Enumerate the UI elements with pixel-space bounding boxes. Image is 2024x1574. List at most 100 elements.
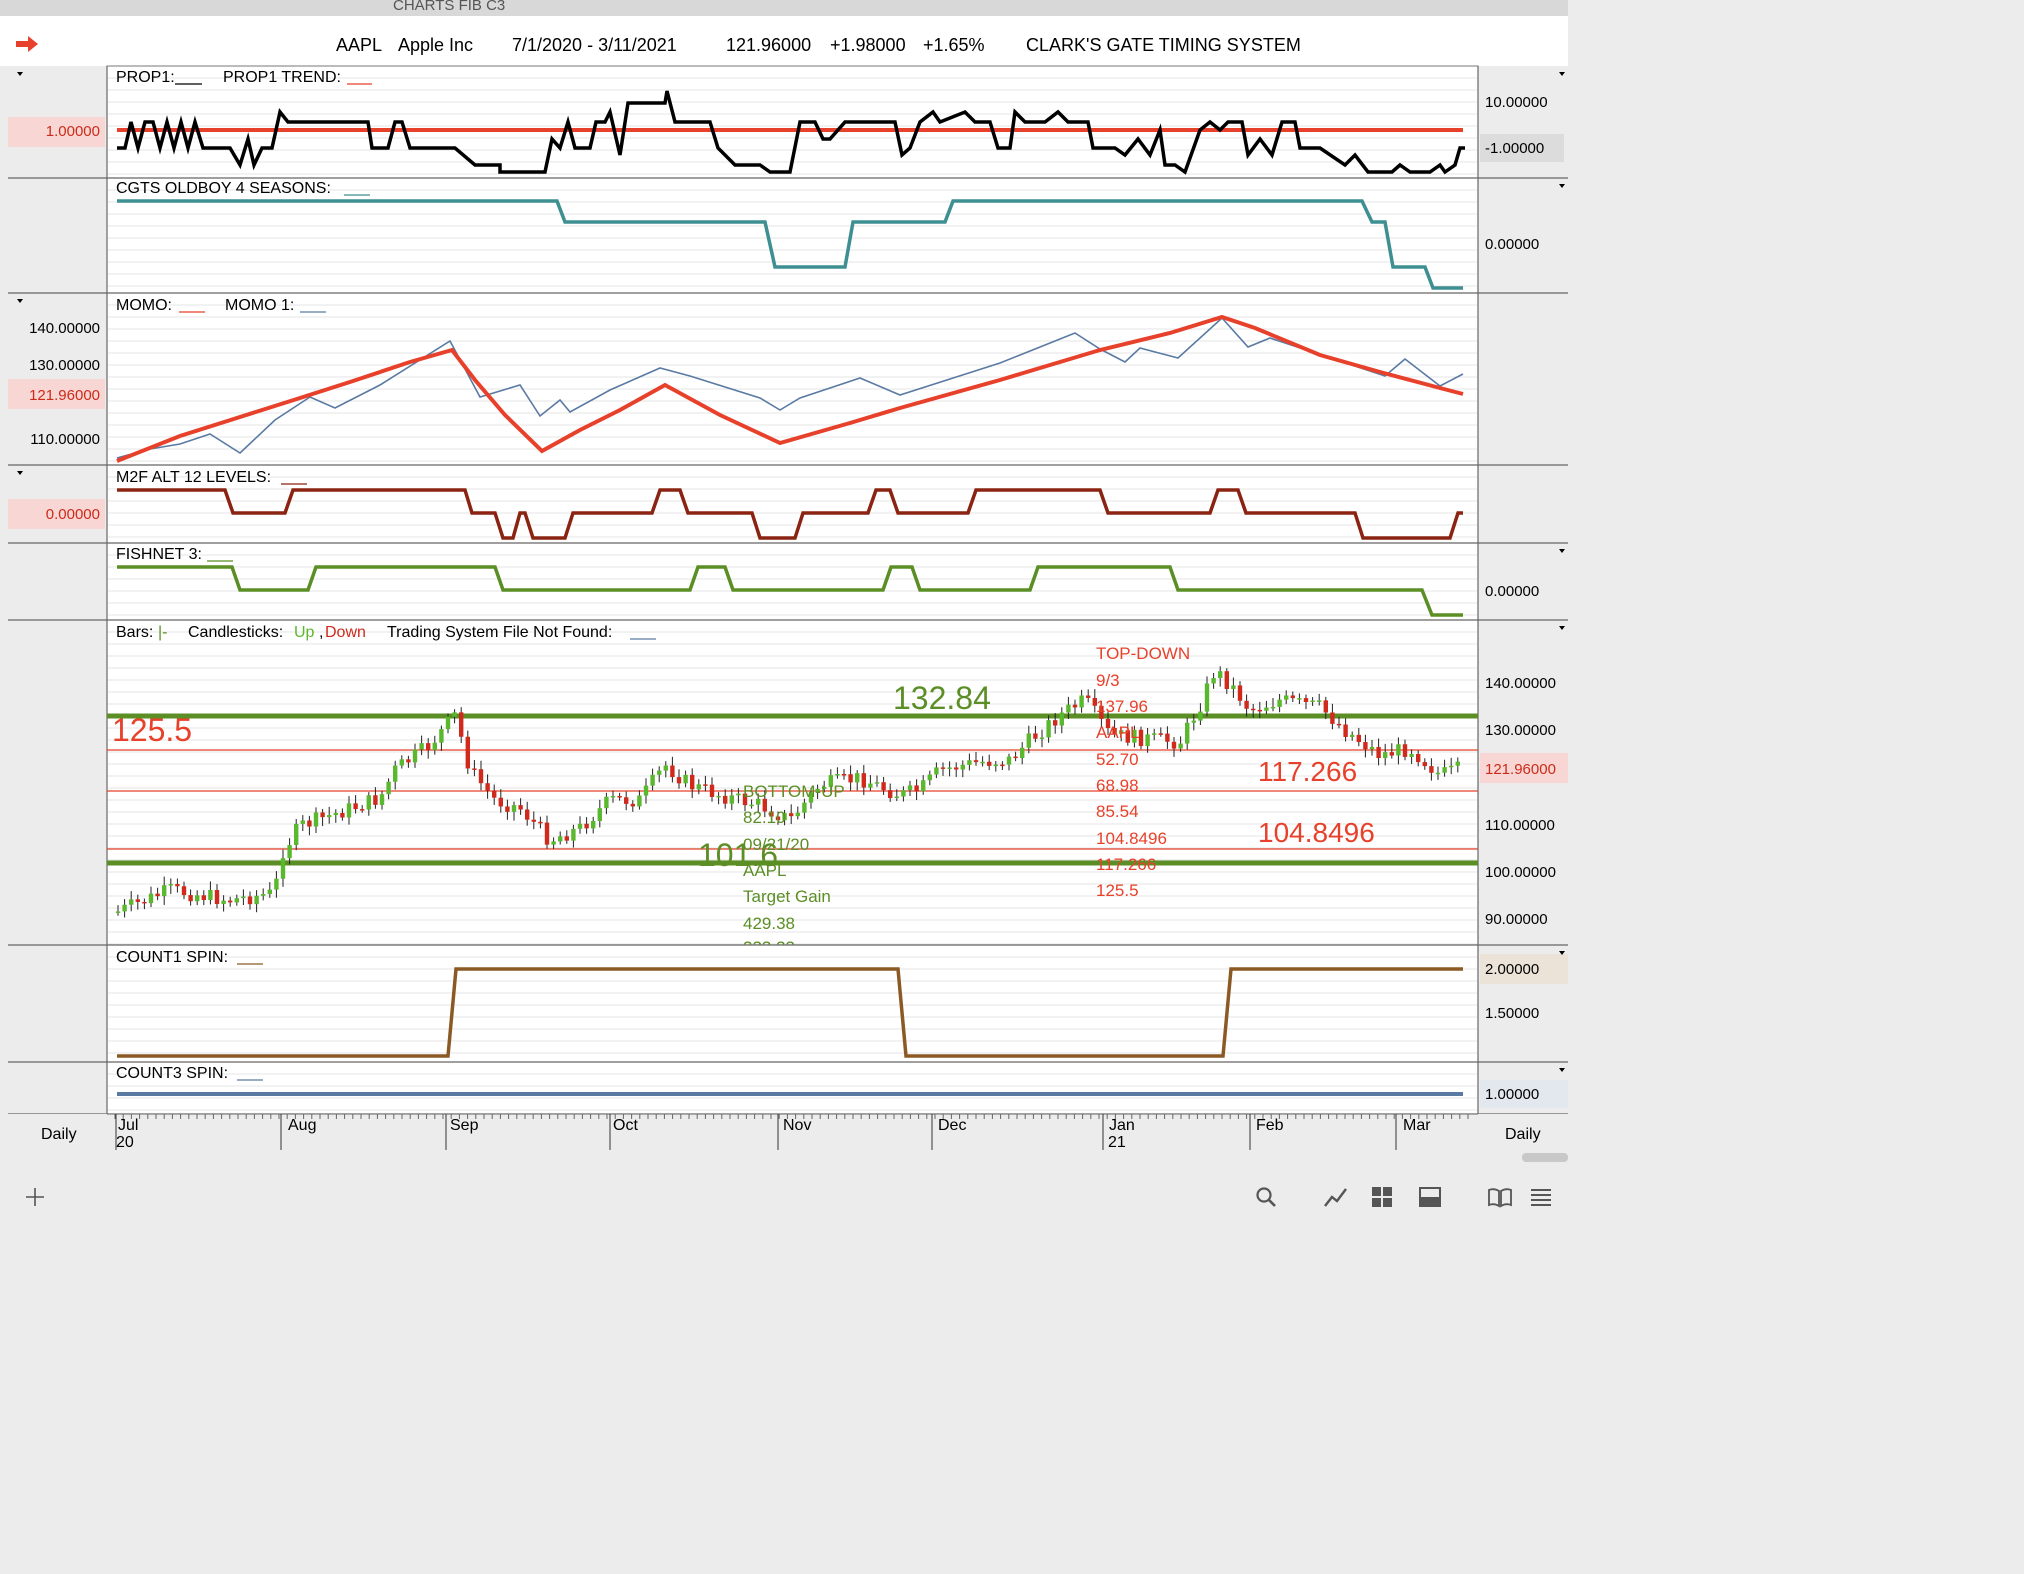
panel-menu-icon[interactable] bbox=[1559, 1068, 1565, 1072]
candle-body bbox=[373, 795, 378, 805]
candle-body bbox=[927, 774, 932, 781]
candle-body bbox=[175, 884, 180, 887]
candle-body bbox=[624, 797, 629, 804]
candle-body bbox=[782, 813, 787, 821]
candle-body bbox=[432, 742, 437, 751]
prop1-tick-10: 10.00000 bbox=[1485, 94, 1548, 111]
grid-icon[interactable] bbox=[1370, 1185, 1394, 1209]
candle-body bbox=[544, 822, 550, 845]
panel-menu-icon[interactable] bbox=[17, 299, 23, 303]
bars-label: Bars: bbox=[116, 624, 153, 641]
candle-body bbox=[247, 896, 253, 905]
candle-body bbox=[1237, 685, 1243, 701]
candle-body bbox=[610, 796, 616, 798]
panel-menu-icon[interactable] bbox=[1559, 184, 1565, 188]
candle-body bbox=[214, 890, 220, 904]
candle-body bbox=[980, 761, 985, 764]
price-right-value: 121.96000 bbox=[1485, 761, 1556, 778]
candle-body bbox=[399, 759, 404, 766]
level-label-101: 101.6 bbox=[698, 837, 778, 873]
candle-body bbox=[815, 788, 820, 793]
candle-body bbox=[657, 770, 662, 775]
candle-body bbox=[1376, 746, 1381, 759]
header-name: Apple Inc bbox=[398, 35, 474, 55]
panel-icon[interactable] bbox=[1418, 1185, 1442, 1209]
candle-body bbox=[505, 806, 510, 812]
candle-body bbox=[888, 790, 893, 799]
candle-body bbox=[234, 898, 239, 903]
line-chart-icon[interactable] bbox=[1323, 1185, 1349, 1209]
price-tick-140: 140.00000 bbox=[1485, 675, 1556, 692]
candle-body bbox=[1158, 733, 1163, 735]
candle-body bbox=[716, 795, 721, 798]
plus-icon[interactable] bbox=[24, 1186, 46, 1208]
panel-menu-icon[interactable] bbox=[1559, 951, 1565, 955]
candle-body bbox=[366, 795, 371, 810]
header-pct: +1.65% bbox=[923, 35, 985, 55]
bars-symbol: |- bbox=[158, 624, 167, 641]
right-period-label[interactable]: Daily bbox=[1505, 1126, 1541, 1143]
candle-body bbox=[327, 815, 332, 818]
candle-body bbox=[1323, 700, 1328, 713]
panel-menu-icon[interactable] bbox=[17, 72, 23, 76]
candle-body bbox=[1165, 733, 1170, 742]
candle-body bbox=[1303, 698, 1309, 702]
panel-menu-icon[interactable] bbox=[17, 471, 23, 475]
candle-body bbox=[551, 841, 556, 845]
panel-menu-icon[interactable] bbox=[1559, 626, 1565, 630]
momo-label: MOMO: bbox=[116, 297, 172, 314]
candle-body bbox=[1218, 671, 1223, 679]
candle-body bbox=[993, 764, 998, 767]
topdown-line-8: 117.266 bbox=[1096, 855, 1156, 874]
candle-body bbox=[1178, 743, 1183, 749]
candle-body bbox=[934, 767, 939, 775]
candle-body bbox=[353, 803, 358, 810]
candle-body bbox=[835, 774, 840, 776]
topdown-line-1: 9/3 bbox=[1096, 671, 1120, 690]
momo-line bbox=[116, 314, 1464, 463]
candle-body bbox=[1033, 733, 1038, 739]
candle-body bbox=[921, 780, 926, 792]
window-titlebar: CHARTS FIB C3 bbox=[0, 0, 1568, 16]
level-label-132: 132.84 bbox=[893, 680, 991, 716]
prop1-trend-label: PROP1 TREND: bbox=[223, 69, 341, 86]
count3-tick-1: 1.00000 bbox=[1485, 1086, 1539, 1103]
list-icon[interactable] bbox=[1529, 1185, 1553, 1209]
level-label-117: 117.266 bbox=[1258, 756, 1357, 787]
candle-body bbox=[1330, 712, 1335, 724]
chart-area[interactable]: PROP1: PROP1 TREND: 1.00000 10.00000 -1.… bbox=[0, 0, 1568, 1170]
search-icon[interactable] bbox=[1254, 1185, 1278, 1209]
candle-body bbox=[148, 893, 154, 904]
candle-body bbox=[729, 795, 734, 804]
candle-body bbox=[769, 811, 774, 817]
candle-body bbox=[1079, 695, 1084, 708]
arrow-right-icon[interactable] bbox=[14, 35, 40, 53]
candle-body bbox=[1396, 744, 1401, 756]
candle-body bbox=[643, 785, 649, 796]
header-change: +1.98000 bbox=[830, 35, 906, 55]
prop1-label: PROP1: bbox=[116, 69, 175, 86]
count1-label: COUNT1 SPIN: bbox=[116, 949, 228, 966]
candle-body bbox=[320, 812, 325, 818]
candle-body bbox=[1343, 724, 1348, 737]
candle-body bbox=[386, 781, 391, 795]
candle-body bbox=[1132, 729, 1137, 743]
candle-body bbox=[472, 768, 477, 770]
candle-up-label: Up bbox=[294, 624, 315, 641]
candle-body bbox=[604, 796, 609, 809]
candle-body bbox=[1086, 695, 1091, 698]
bottomup-line-5: 429.38 bbox=[743, 914, 795, 933]
book-icon[interactable] bbox=[1487, 1185, 1513, 1209]
candle-body bbox=[287, 845, 292, 859]
bottomup-line-6: 333.33 bbox=[743, 938, 795, 957]
oldboy-label: CGTS OLDBOY 4 SEASONS: bbox=[116, 180, 331, 197]
bottomup-line-0: BOTTOM-UP bbox=[743, 782, 845, 801]
left-period-label[interactable]: Daily bbox=[41, 1126, 77, 1143]
panel-menu-icon[interactable] bbox=[1559, 549, 1565, 553]
panel-menu-icon[interactable] bbox=[1559, 72, 1565, 76]
candle-body bbox=[1026, 733, 1031, 748]
bottomup-line-3: AAPL bbox=[743, 861, 786, 880]
candle-body bbox=[822, 786, 827, 789]
horizontal-scrollbar[interactable] bbox=[1522, 1153, 1568, 1162]
candle-body bbox=[1264, 707, 1269, 711]
